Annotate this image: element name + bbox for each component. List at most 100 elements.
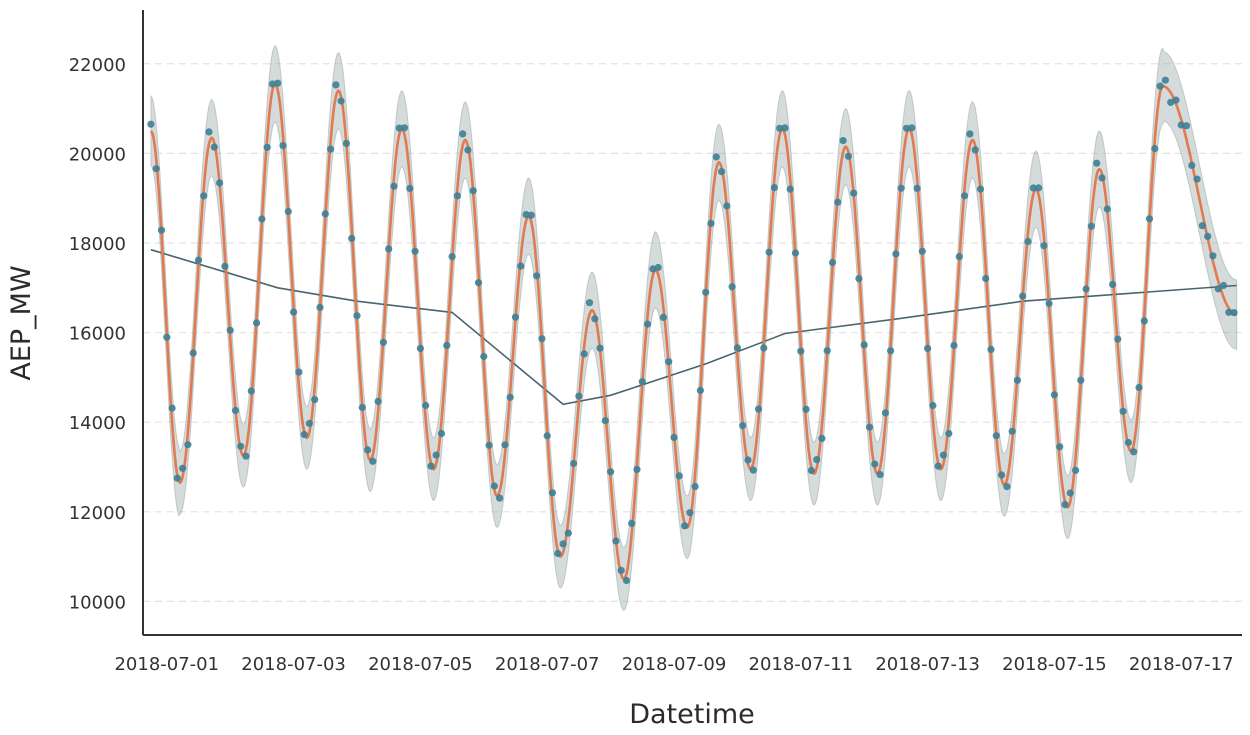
observed-point xyxy=(200,192,208,200)
x-tick-label: 2018-07-03 xyxy=(241,654,346,675)
observed-point xyxy=(955,253,963,261)
observed-point xyxy=(1019,292,1027,300)
observed-point xyxy=(1024,237,1032,246)
uncertainty-band xyxy=(150,44,1238,612)
observed-point xyxy=(871,460,879,468)
observed-point xyxy=(1013,376,1022,384)
x-tick-label: 2018-07-09 xyxy=(622,654,727,675)
observed-point xyxy=(511,313,520,321)
observed-point xyxy=(226,326,234,334)
observed-point xyxy=(675,472,683,480)
observed-point xyxy=(501,441,509,449)
observed-point xyxy=(670,433,678,441)
observed-point xyxy=(1130,448,1138,456)
observed-point xyxy=(718,168,726,176)
observed-point xyxy=(998,471,1006,479)
observed-point xyxy=(681,522,689,530)
observed-point xyxy=(194,256,203,264)
observed-point xyxy=(813,456,821,464)
observed-point xyxy=(464,146,472,154)
observed-point xyxy=(1077,376,1085,384)
y-tick-label: 12000 xyxy=(69,503,126,524)
observed-point xyxy=(686,509,694,517)
x-tick-label: 2018-07-05 xyxy=(368,654,473,675)
observed-point xyxy=(580,350,588,358)
observed-point xyxy=(971,146,979,154)
observed-point xyxy=(607,468,615,476)
observed-point xyxy=(321,210,329,218)
observed-point xyxy=(406,184,414,192)
observed-point xyxy=(1103,205,1111,213)
observed-point xyxy=(1161,76,1169,84)
observed-point xyxy=(638,378,646,386)
observed-point xyxy=(633,465,641,473)
observed-point xyxy=(644,320,652,328)
observed-point xyxy=(982,274,990,283)
observed-point xyxy=(263,143,271,151)
observed-point xyxy=(966,130,974,138)
observed-point xyxy=(364,446,372,454)
observed-point xyxy=(490,482,498,490)
observed-point xyxy=(543,432,551,440)
axes xyxy=(142,10,1242,636)
observed-point xyxy=(961,192,969,200)
observed-point xyxy=(274,79,282,87)
observed-point xyxy=(987,345,995,353)
y-tick-label: 22000 xyxy=(69,55,126,76)
observed-point xyxy=(818,434,826,442)
observed-point xyxy=(1040,242,1048,250)
observed-point xyxy=(924,344,932,352)
observed-point xyxy=(654,263,662,272)
observed-point xyxy=(1066,489,1074,497)
observed-point xyxy=(1056,443,1064,451)
observed-point xyxy=(945,429,953,438)
observed-point xyxy=(327,145,335,153)
observed-points xyxy=(147,76,1238,585)
observed-point xyxy=(601,417,609,425)
observed-point xyxy=(1061,501,1069,509)
observed-point xyxy=(1214,285,1222,293)
observed-point xyxy=(1230,309,1238,317)
observed-point xyxy=(179,464,187,472)
observed-point xyxy=(395,124,403,132)
observed-point xyxy=(168,404,176,412)
observed-point xyxy=(453,192,461,200)
observed-point xyxy=(316,303,324,311)
observed-point xyxy=(1035,184,1043,192)
trend-line xyxy=(150,248,1237,406)
observed-point xyxy=(1209,252,1217,260)
observed-point xyxy=(628,519,636,528)
observed-point xyxy=(163,333,171,341)
observed-point xyxy=(913,184,921,192)
observed-point xyxy=(242,452,250,460)
observed-point xyxy=(786,185,794,193)
observed-point xyxy=(781,124,789,132)
x-tick-label: 2018-07-11 xyxy=(749,654,854,675)
observed-point xyxy=(728,283,736,291)
observed-point xyxy=(527,211,535,219)
observed-point xyxy=(538,335,546,343)
observed-point xyxy=(1188,161,1196,169)
observed-point xyxy=(659,313,668,321)
observed-point xyxy=(1204,232,1212,240)
observed-point xyxy=(612,537,620,545)
observed-point xyxy=(210,143,218,151)
observed-point xyxy=(443,341,451,349)
observed-point xyxy=(311,396,319,404)
observed-point xyxy=(1219,281,1228,290)
observed-point xyxy=(976,185,985,193)
observed-point xyxy=(617,566,625,575)
observed-point xyxy=(1124,438,1132,447)
observed-point xyxy=(776,124,784,132)
x-tick-labels: 2018-07-01 2018-07-03 2018-07-05 2018-07-07… xyxy=(114,654,1233,675)
observed-point xyxy=(702,288,710,296)
observed-point xyxy=(860,341,868,349)
observed-point xyxy=(517,262,525,270)
x-tick-label: 2018-07-01 xyxy=(114,654,219,675)
observed-point xyxy=(332,81,340,89)
observed-point xyxy=(585,299,594,307)
observed-point xyxy=(1003,483,1011,491)
observed-point xyxy=(358,403,366,412)
observed-point xyxy=(918,247,926,255)
observed-point xyxy=(876,471,884,479)
